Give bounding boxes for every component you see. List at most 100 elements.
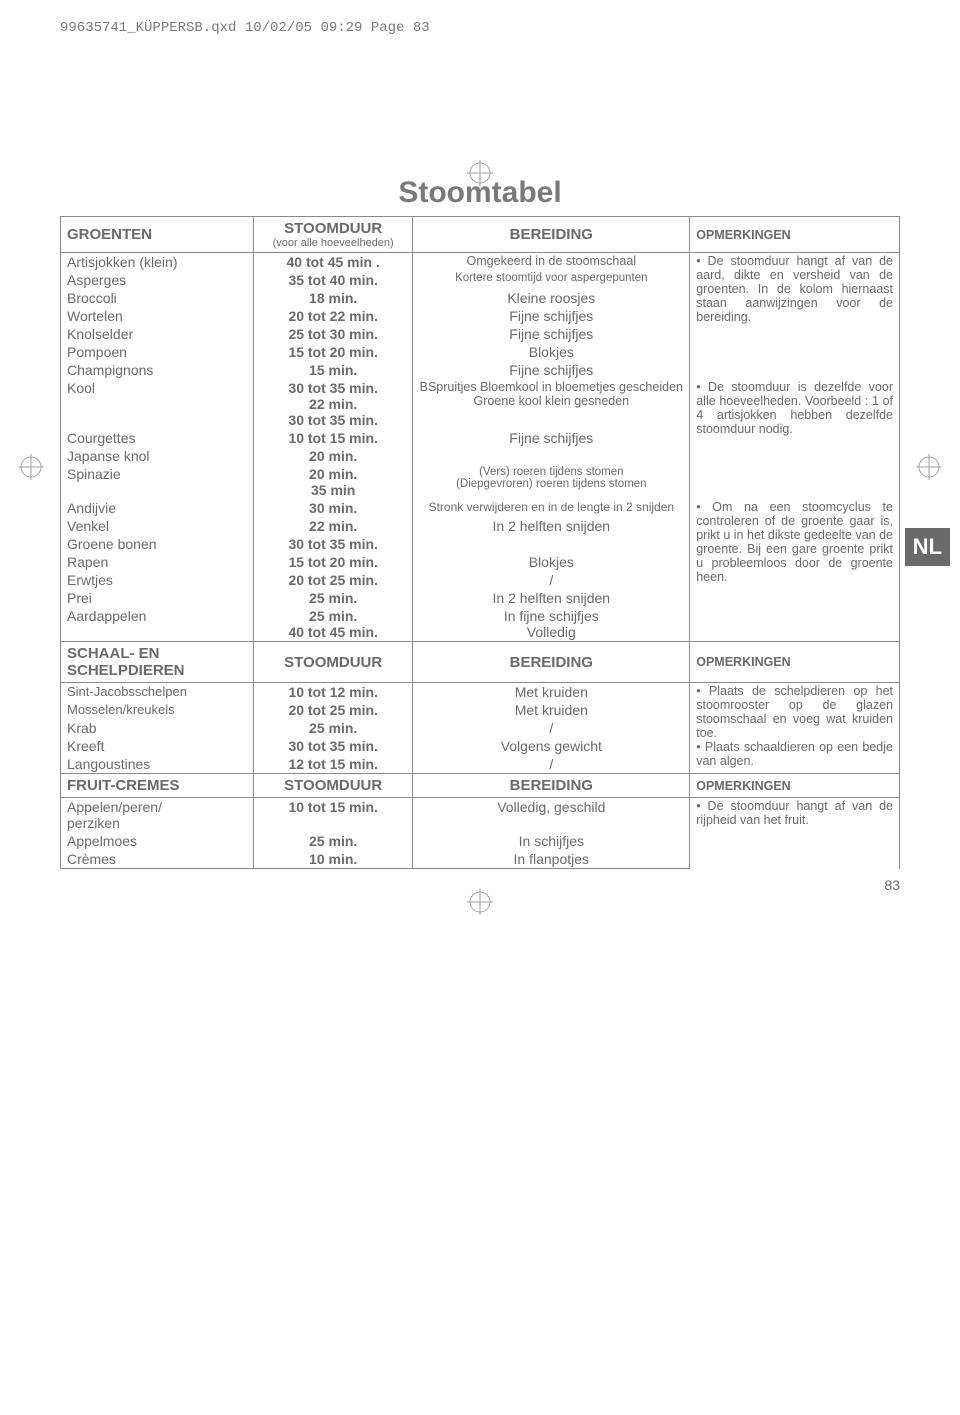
cell-prep: Fijne schijfjes: [413, 307, 690, 325]
cell-dur: 15 tot 20 min.: [253, 553, 412, 571]
cell-prep: Volledig, geschild: [413, 798, 690, 833]
cell-dur: 15 min.: [253, 361, 412, 379]
cell-prep: /: [413, 719, 690, 737]
cell-dur: 30 tot 35 min.: [253, 737, 412, 755]
cell-dur: 10 tot 15 min.: [253, 429, 412, 447]
cell-dur: 25 min.: [253, 589, 412, 607]
cell-dur: 12 tot 15 min.: [253, 755, 412, 774]
opm-header: OPMERKINGEN: [690, 217, 900, 253]
content-area: NL Stoomtabel GROENTEN STOOMDUUR(voor al…: [60, 176, 900, 893]
fruit-header-row: FRUIT-CREMES STOOMDUUR BEREIDING OPMERKI…: [61, 774, 900, 798]
cell-name: Crèmes: [61, 850, 254, 869]
page: 99635741_KÜPPERSB.qxd 10/02/05 09:29 Pag…: [0, 0, 960, 933]
duur-header: STOOMDUUR: [253, 642, 412, 683]
duur-header: STOOMDUUR: [253, 774, 412, 798]
crop-mark-right-icon: [916, 454, 942, 480]
cell-dur: 20 min.: [253, 447, 412, 465]
cell-name: Japanse knol: [61, 447, 254, 465]
cell-name: Broccoli: [61, 289, 254, 307]
cell-dur: 30 tot 35 min. 22 min. 30 tot 35 min.: [253, 379, 412, 429]
schaal-label: SCHAAL- EN SCHELPDIEREN: [61, 642, 254, 683]
cell-dur: 30 min.: [253, 499, 412, 517]
cell-dur: 25 min.: [253, 719, 412, 737]
cell-remark: • De stoomduur hangt af van de aard, dik…: [690, 253, 900, 380]
cell-prep: Omgekeerd in de stoomschaal: [413, 253, 690, 272]
cell-name: Pompoen: [61, 343, 254, 361]
table-row: Andijvie 30 min. Stronk verwijderen en i…: [61, 499, 900, 517]
cell-name: Rapen: [61, 553, 254, 571]
cell-name: Spinazie: [61, 465, 254, 499]
duur-header: STOOMDUUR(voor alle hoeveelheden): [253, 217, 412, 253]
bereiding-header: BEREIDING: [413, 217, 690, 253]
cell-name: Krab: [61, 719, 254, 737]
cell-dur: 30 tot 35 min.: [253, 535, 412, 553]
cell-remark: • De stoomduur hangt af van de rijpheid …: [690, 798, 900, 869]
cell-dur: 18 min.: [253, 289, 412, 307]
cell-name: Wortelen: [61, 307, 254, 325]
cell-dur: 15 tot 20 min.: [253, 343, 412, 361]
page-number: 83: [60, 877, 900, 893]
cell-prep: In fijne schijfjes Volledig: [413, 607, 690, 642]
table-row: Artisjokken (klein) 40 tot 45 min . Omge…: [61, 253, 900, 272]
table-row: Kool 30 tot 35 min. 22 min. 30 tot 35 mi…: [61, 379, 900, 429]
cell-dur: 20 tot 25 min.: [253, 701, 412, 719]
fruit-label: FRUIT-CREMES: [61, 774, 254, 798]
groenten-label: GROENTEN: [61, 217, 254, 253]
file-header: 99635741_KÜPPERSB.qxd 10/02/05 09:29 Pag…: [60, 20, 900, 36]
cell-remark: • De stoomduur is dezelfde voor alle hoe…: [690, 379, 900, 499]
cell-dur: 25 min. 40 tot 45 min.: [253, 607, 412, 642]
cell-dur: 10 min.: [253, 850, 412, 869]
opm-header: OPMERKINGEN: [690, 774, 900, 798]
cell-name: Venkel: [61, 517, 254, 535]
cell-prep: Stronk verwijderen en in de lengte in 2 …: [413, 499, 690, 517]
cell-dur: 20 tot 22 min.: [253, 307, 412, 325]
cell-name: Groene bonen: [61, 535, 254, 553]
crop-mark-left-icon: [18, 454, 44, 480]
cell-dur: 20 min. 35 min: [253, 465, 412, 499]
cell-name: Langoustines: [61, 755, 254, 774]
cell-prep: [413, 447, 690, 465]
cell-dur: 25 tot 30 min.: [253, 325, 412, 343]
cell-name: Prei: [61, 589, 254, 607]
cell-prep: /: [413, 571, 690, 589]
cell-prep: Blokjes: [413, 553, 690, 571]
cell-remark: • Om na een stoomcyclus te controleren o…: [690, 499, 900, 642]
cell-prep: BSpruitjes Bloemkool in bloemetjes gesch…: [413, 379, 690, 429]
cell-dur: 22 min.: [253, 517, 412, 535]
cell-name: Courgettes: [61, 429, 254, 447]
cell-name: Aardappelen: [61, 607, 254, 642]
groenten-header-row: GROENTEN STOOMDUUR(voor alle hoeveelhede…: [61, 217, 900, 253]
cell-name: Mosselen/kreukels: [61, 701, 254, 719]
cell-name: Andijvie: [61, 499, 254, 517]
cell-prep: In schijfjes: [413, 832, 690, 850]
cell-prep: Fijne schijfjes: [413, 429, 690, 447]
cell-prep: (Vers) roeren tijdens stomen (Diepgevror…: [413, 465, 690, 499]
cell-prep: Blokjes: [413, 343, 690, 361]
cell-name: Asperges: [61, 271, 254, 289]
cell-remark: • Plaats de schelpdieren op het stoomroo…: [690, 683, 900, 774]
schaal-header-row: SCHAAL- EN SCHELPDIEREN STOOMDUUR BEREID…: [61, 642, 900, 683]
page-title: Stoomtabel: [60, 176, 900, 210]
cell-name: Kreeft: [61, 737, 254, 755]
cell-name: Appelen/peren/ perziken: [61, 798, 254, 833]
cell-name: Sint-Jacobsschelpen: [61, 683, 254, 702]
cell-prep: Fijne schijfjes: [413, 361, 690, 379]
bereiding-header: BEREIDING: [413, 774, 690, 798]
table-row: Sint-Jacobsschelpen 10 tot 12 min. Met k…: [61, 683, 900, 702]
cell-name: Kool: [61, 379, 254, 429]
cell-name: Knolselder: [61, 325, 254, 343]
cell-name: Erwtjes: [61, 571, 254, 589]
cell-prep: /: [413, 755, 690, 774]
cell-dur: 25 min.: [253, 832, 412, 850]
cell-prep: Met kruiden: [413, 701, 690, 719]
stoomtabel-table: GROENTEN STOOMDUUR(voor alle hoeveelhede…: [60, 216, 900, 869]
cell-prep: Kleine roosjes: [413, 289, 690, 307]
table-row: Appelen/peren/ perziken 10 tot 15 min. V…: [61, 798, 900, 833]
cell-dur: 20 tot 25 min.: [253, 571, 412, 589]
cell-dur: 40 tot 45 min .: [253, 253, 412, 272]
cell-prep: In 2 helften snijden: [413, 517, 690, 535]
cell-prep: In 2 helften snijden: [413, 589, 690, 607]
bereiding-header: BEREIDING: [413, 642, 690, 683]
cell-prep: [413, 535, 690, 553]
cell-dur: 10 tot 15 min.: [253, 798, 412, 833]
